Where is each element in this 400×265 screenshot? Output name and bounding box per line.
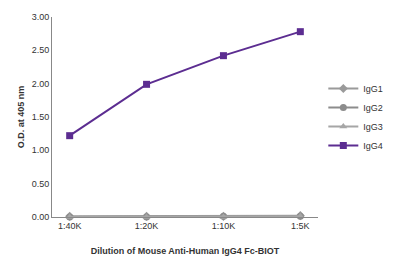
svg-text:IgG2: IgG2 xyxy=(363,103,383,113)
svg-text:3.00: 3.00 xyxy=(32,12,50,22)
svg-text:1:10K: 1:10K xyxy=(212,221,236,231)
svg-text:IgG1: IgG1 xyxy=(363,84,383,94)
svg-text:2.00: 2.00 xyxy=(32,79,50,89)
svg-text:1:20K: 1:20K xyxy=(135,221,159,231)
svg-text:O.D. at 405 nm: O.D. at 405 nm xyxy=(16,86,26,149)
svg-text:IgG3: IgG3 xyxy=(363,122,383,132)
svg-text:IgG4: IgG4 xyxy=(363,141,383,151)
svg-text:Dilution of Mouse Anti-Human I: Dilution of Mouse Anti-Human IgG4 Fc-BIO… xyxy=(91,246,280,256)
svg-text:1:40K: 1:40K xyxy=(58,221,82,231)
svg-text:0.00: 0.00 xyxy=(32,212,50,222)
svg-text:0.50: 0.50 xyxy=(32,179,50,189)
svg-text:2.50: 2.50 xyxy=(32,45,50,55)
svg-text:1:5K: 1:5K xyxy=(291,221,310,231)
svg-text:1.00: 1.00 xyxy=(32,145,50,155)
svg-text:1.50: 1.50 xyxy=(32,112,50,122)
